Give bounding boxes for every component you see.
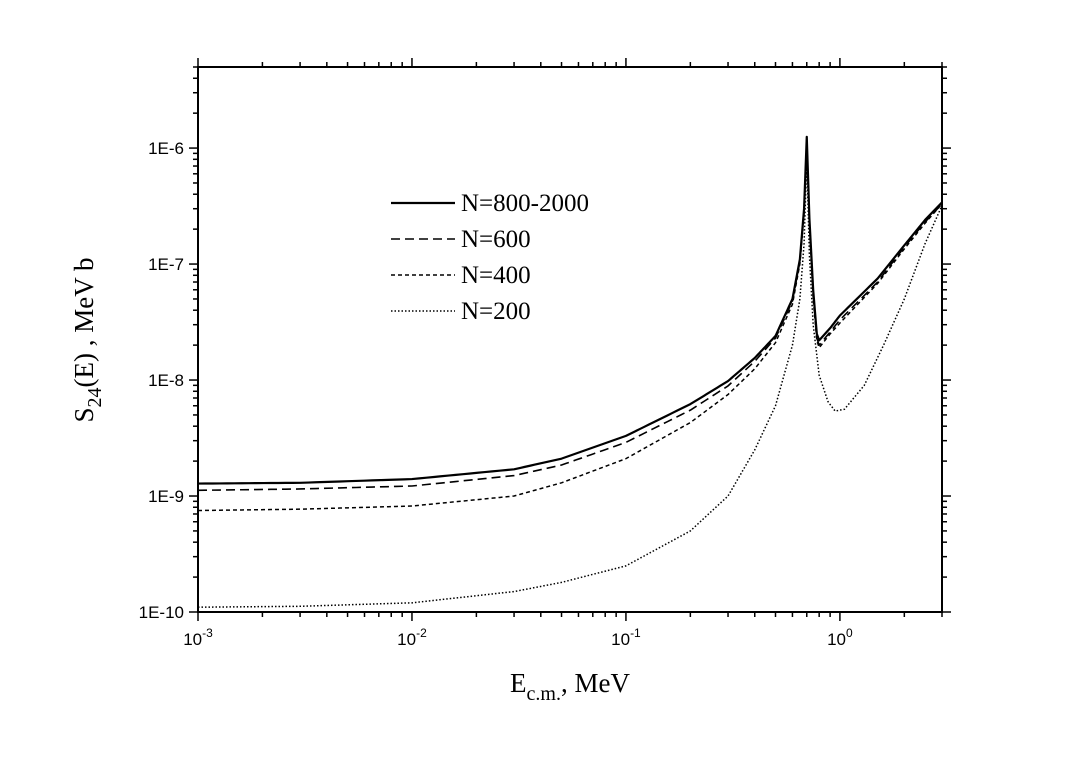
y-tick-label: 1E-6 [148,139,184,158]
x-tick-label: 10-3 [183,626,213,649]
x-tick-label: 10-2 [397,626,427,649]
legend: N=800-2000 N=600 N=400 N=200 [391,190,589,325]
series-line-2 [197,138,943,492]
y-tick-label: 1E-9 [148,487,184,506]
x-tick-label: 100 [827,626,853,649]
legend-label: N=200 [461,298,531,325]
tick-labels: 10-3 10-2 10-1 100 1E-10 1E-9 1E-8 1E-7 1E-6 [139,139,853,649]
y-tick-label: 1E-7 [148,255,184,274]
series-line-1 [197,135,943,485]
y-tick-label: 1E-10 [139,603,184,622]
series-layer [197,135,943,608]
axis-ticks [189,58,951,621]
series-line-4 [197,158,943,608]
legend-label: N=800-2000 [461,190,589,217]
x-tick-label: 10-1 [611,626,641,649]
legend-label: N=400 [461,262,531,289]
y-tick-label: 1E-8 [148,371,184,390]
plot-frame [197,66,943,613]
legend-label: N=600 [461,226,531,253]
x-axis-title: Ec.m., MeV [510,668,630,705]
y-axis-title: S24(E) , MeV b [69,257,106,422]
series-line-3 [197,142,943,512]
